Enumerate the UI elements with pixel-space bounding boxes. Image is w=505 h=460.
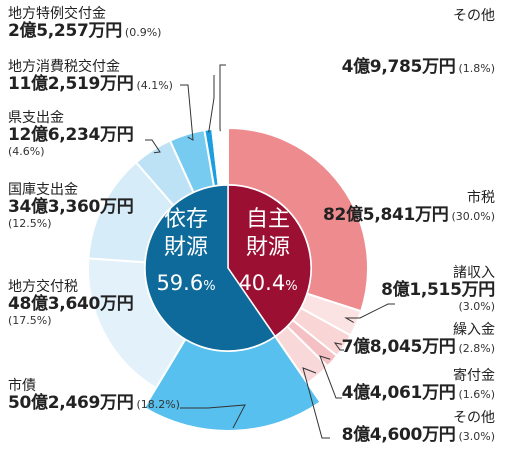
slice-percent: (1.8%) [458, 62, 495, 75]
leader-ken [145, 139, 161, 154]
leader-shouhizei [180, 84, 194, 141]
label-ken-shishutsu: 県支出金 12億6,234万円 (4.6%) [8, 110, 134, 158]
slice-percent: (18.2%) [136, 398, 180, 412]
slice-percent: (4.1%) [136, 79, 173, 93]
slice-amount: 2億5,257万円 [8, 21, 122, 42]
slice-name: 県支出金 [8, 110, 64, 126]
slice-name: 繰入金 [453, 322, 495, 338]
slice-percent: (30.0%) [451, 210, 495, 224]
slice-amount: 34億3,360万円 [8, 197, 134, 218]
slice-name: その他 [453, 8, 495, 24]
center-izon-center-line2: 財源 [164, 235, 208, 260]
slice-name: 地方消費税交付金 [8, 59, 120, 75]
label-shizei: 市税 82億5,841万円 (30.0%) [323, 190, 495, 226]
slice-amount: 48億3,640万円 [8, 294, 134, 315]
center-jishu-percent-unit: % [285, 279, 297, 294]
slice-name: 諸収入 [453, 265, 495, 281]
slice-name: 市債 [8, 378, 36, 394]
label-chihou-koufuzei: 地方交付税 48億3,640万円 (17.5%) [8, 279, 134, 327]
slice-amount: 8億4,600万円 [341, 425, 456, 446]
slice-amount: 82億5,841万円 [323, 205, 449, 226]
slice-name: 地方特例交付金 [8, 6, 106, 22]
label-chihou-tokurei: 地方特例交付金 2億5,257万円 (0.9%) [8, 6, 161, 42]
leader-sonota-jishu [302, 367, 330, 439]
slice-amount: 50億2,469万円 [8, 393, 134, 414]
center-jishu-percent: 40.4% [238, 271, 297, 295]
slice-percent: (2.8%) [458, 342, 495, 356]
label-kokko-shishutsu: 国庫支出金 34億3,360万円 (12.5%) [8, 182, 134, 230]
label-kifukin: 寄付金 4億4,061万円 (1.6%) [342, 368, 495, 404]
leader-sonota-izon [219, 64, 226, 132]
leader-shoshuunyuu [344, 303, 395, 323]
label-shoshuunyuu: 諸収入 8億1,515万円 (3.0%) [381, 265, 495, 313]
slice-name: 地方交付税 [8, 279, 78, 295]
slice-percent: (1.6%) [458, 388, 495, 402]
slice-amount: 4億4,061万円 [341, 383, 456, 404]
slice-percent: (3.0%) [458, 430, 495, 444]
slice-amount: 11億2,519万円 [8, 74, 134, 95]
label-sonota-izon-name: その他 [453, 8, 495, 24]
slice-name: 国庫支出金 [8, 182, 78, 198]
label-sonota-izon: 4億9,785万円 (1.8%) [341, 57, 495, 78]
slice-amount: 7億8,045万円 [341, 337, 456, 358]
slice-amount: 12億6,234万円 [8, 125, 134, 146]
slice-percent: (4.6%) [8, 144, 45, 158]
slice-name: その他 [453, 410, 495, 426]
slice-name: 市税 [467, 190, 495, 206]
center-jishu-center-line1: 自主 [246, 207, 290, 232]
leader-kifukin [319, 355, 342, 399]
inner-jishu-slice [227, 184, 312, 338]
leader-shisai [180, 404, 246, 429]
slice-name: 寄付金 [453, 368, 495, 384]
leader-kuriirekin [333, 342, 344, 351]
slice-percent: (3.0%) [458, 299, 495, 313]
slice-amount: 4億9,785万円 [341, 57, 456, 77]
inner-izon-slice [144, 184, 277, 352]
label-kuriirekin: 繰入金 7億8,045万円 (2.8%) [342, 322, 495, 358]
center-izon-center-line1: 依存 [164, 207, 208, 232]
label-chihou-shouhizei: 地方消費税交付金 11億2,519万円 (4.1%) [8, 59, 173, 95]
center-izon-percent-unit: % [203, 279, 215, 294]
slice-percent: (0.9%) [124, 26, 162, 40]
slice-amount: 8億1,515万円 [381, 280, 495, 301]
leader-tokurei [208, 75, 215, 133]
slice-percent: (12.5%) [8, 216, 52, 230]
label-shisai: 市債 50億2,469万円 (18.2%) [8, 378, 180, 414]
center-jishu-center-line2: 財源 [246, 235, 290, 260]
slice-percent: (17.5%) [8, 313, 52, 327]
label-sonota-jishu: その他 8億4,600万円 (3.0%) [342, 410, 495, 446]
